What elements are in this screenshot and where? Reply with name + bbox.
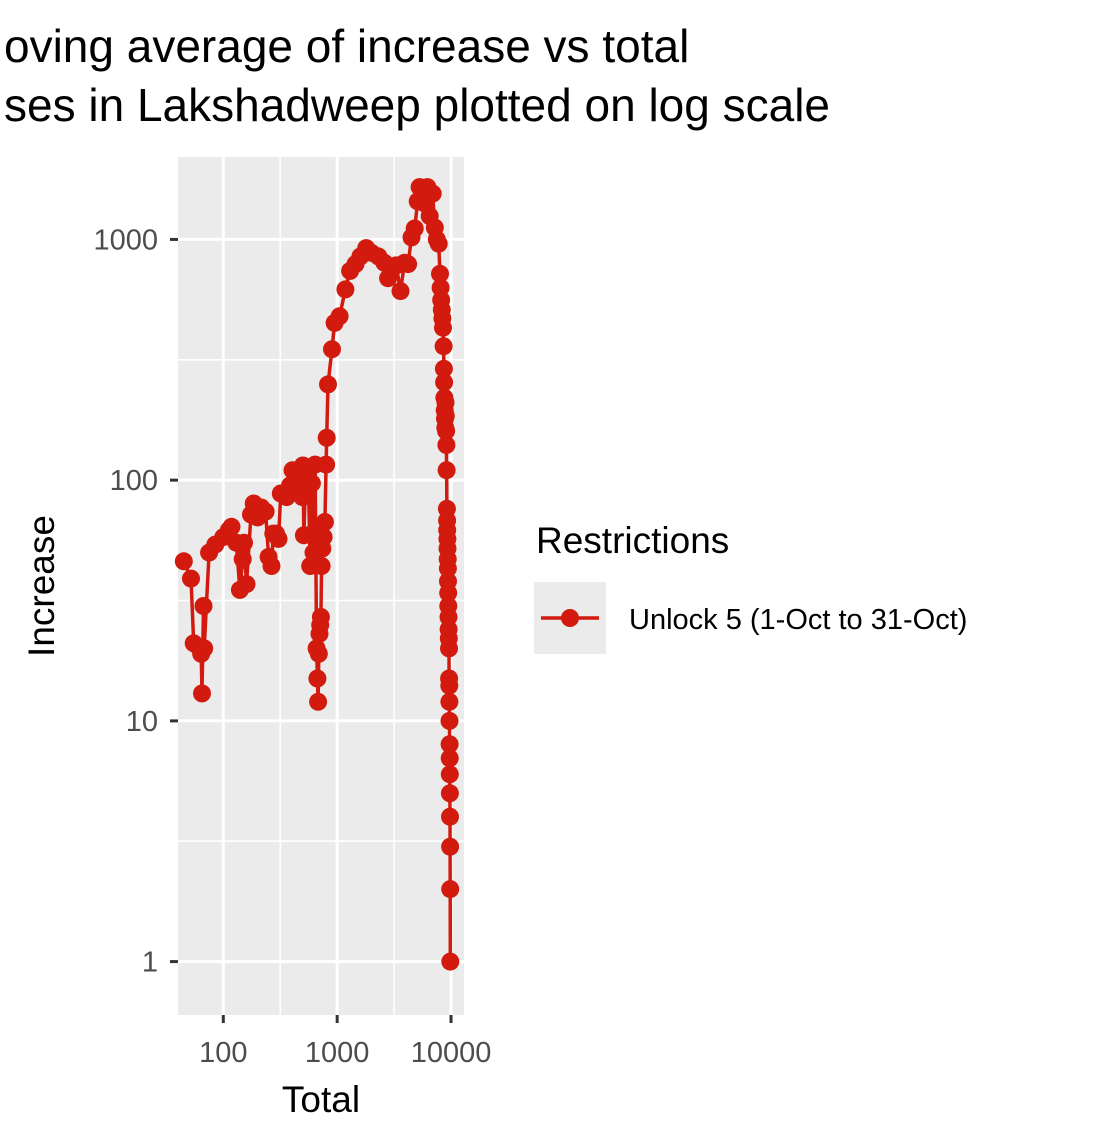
data-point (440, 677, 458, 695)
data-point (406, 220, 424, 238)
data-point (392, 282, 410, 300)
data-point (437, 436, 455, 454)
data-point (195, 639, 213, 657)
data-point (195, 597, 213, 615)
data-point (430, 235, 448, 253)
data-point (319, 375, 337, 393)
x-tick-label: 1000 (305, 1037, 370, 1069)
x-tick-label: 10000 (411, 1037, 492, 1069)
data-point (312, 608, 330, 626)
data-point (441, 953, 459, 971)
y-axis: 1 10 100 1000 (93, 224, 178, 978)
data-point (424, 185, 442, 203)
x-tick-label: 100 (199, 1037, 247, 1069)
data-point (441, 838, 459, 856)
data-point (309, 693, 327, 711)
y-tick-label: 1 (142, 947, 158, 979)
data-point (441, 712, 459, 730)
data-point (331, 307, 349, 325)
data-point (438, 461, 456, 479)
data-point (182, 570, 200, 588)
y-tick-label: 100 (110, 465, 158, 497)
data-point (435, 337, 453, 355)
data-point (434, 319, 452, 337)
data-point (440, 693, 458, 711)
x-axis: 100 1000 10000 (199, 1015, 491, 1069)
legend-key-point (561, 609, 579, 627)
data-point (175, 552, 193, 570)
data-point (441, 784, 459, 802)
data-point (235, 534, 253, 552)
data-point (336, 280, 354, 298)
data-point (313, 557, 331, 575)
data-point (308, 670, 326, 688)
y-tick-label: 10 (126, 706, 158, 738)
data-point (223, 518, 241, 536)
x-axis-title: Total (282, 1079, 360, 1120)
data-point (257, 503, 275, 521)
data-point (263, 557, 281, 575)
data-point (317, 456, 335, 474)
data-point (316, 513, 334, 531)
data-point (318, 429, 336, 447)
chart-title-line-1: oving average of increase vs total (4, 20, 689, 72)
data-point (234, 550, 252, 568)
data-point (270, 530, 288, 548)
data-point (441, 808, 459, 826)
chart-title: oving average of increase vs total ses i… (4, 20, 830, 131)
data-point (323, 340, 341, 358)
y-tick-label: 1000 (93, 224, 158, 256)
y-axis-title: Increase (21, 515, 62, 657)
data-point (303, 474, 321, 492)
data-point (399, 255, 417, 273)
data-point (440, 639, 458, 657)
data-point (238, 575, 256, 593)
legend: Restrictions Unlock 5 (1-Oct to 31-Oct) (534, 520, 967, 654)
legend-title: Restrictions (536, 520, 729, 561)
data-point (435, 373, 453, 391)
data-point (441, 749, 459, 767)
data-point (193, 684, 211, 702)
data-point (310, 645, 328, 663)
data-point (441, 765, 459, 783)
chart-title-line-2: ses in Lakshadweep plotted on log scale (4, 79, 830, 131)
legend-entry-label: Unlock 5 (1-Oct to 31-Oct) (629, 604, 967, 636)
data-point (441, 880, 459, 898)
